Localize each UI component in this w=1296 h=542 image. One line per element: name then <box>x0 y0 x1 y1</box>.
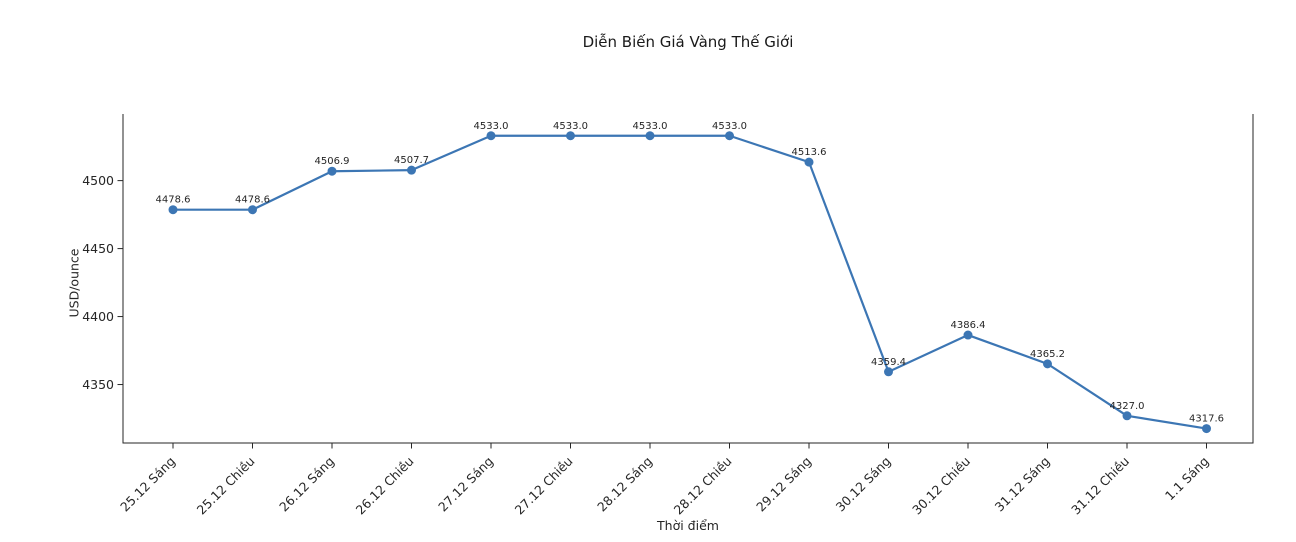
x-tick-label: 29.12 Sáng <box>753 454 814 515</box>
data-point-label: 4365.2 <box>1030 349 1065 360</box>
x-tick-label: 26.12 Sáng <box>276 454 337 515</box>
data-point-marker <box>1043 359 1052 369</box>
data-point-label: 4513.6 <box>792 147 827 158</box>
data-point-marker <box>168 205 178 215</box>
data-point-marker <box>645 131 655 141</box>
data-point-marker <box>327 166 337 176</box>
data-point-marker <box>884 367 893 377</box>
data-point-label: 4478.6 <box>235 195 270 206</box>
data-point-label: 4327.0 <box>1110 401 1145 412</box>
x-tick-label: 26.12 Chiều <box>353 454 417 518</box>
y-tick-label: 4400 <box>82 309 114 324</box>
x-tick-label: 30.12 Chiều <box>909 454 973 518</box>
data-point-marker <box>407 165 416 175</box>
x-tick-label: 31.12 Chiều <box>1068 454 1132 518</box>
x-tick-label: 28.12 Sáng <box>594 454 655 515</box>
x-tick-label: 25.12 Sáng <box>117 454 178 515</box>
x-axis: 25.12 Sáng 25.12 Chiều 26.12 Sáng 26.12 Chi… <box>117 443 1212 518</box>
data-point-marker <box>248 205 257 215</box>
y-axis: 4350 4400 4450 4500 <box>82 173 123 392</box>
data-point-marker <box>804 157 814 167</box>
x-axis-title: Thời điểm <box>657 518 719 533</box>
data-point-label: 4386.4 <box>951 320 986 331</box>
data-point-marker <box>486 131 496 141</box>
data-points: 4478.6 4478.6 4506.9 4507.7 4533.0 4533.0 4533… <box>156 121 1224 434</box>
data-point-label: 4359.4 <box>871 357 906 368</box>
axes-spines <box>122 114 1254 444</box>
y-tick-label: 4450 <box>82 241 114 256</box>
data-point-marker <box>1122 411 1132 421</box>
data-point-label: 4317.6 <box>1189 414 1224 425</box>
data-point-label: 4506.9 <box>315 156 350 167</box>
data-point-marker <box>1202 424 1211 434</box>
price-line <box>171 134 1208 430</box>
data-point-label: 4507.7 <box>394 155 429 166</box>
data-point-label: 4478.6 <box>156 195 191 206</box>
data-point-marker <box>566 131 575 141</box>
x-tick-label: 31.12 Sáng <box>992 454 1053 515</box>
y-tick-label: 4500 <box>82 173 114 188</box>
data-point-marker <box>725 131 734 141</box>
data-point-label: 4533.0 <box>633 121 668 132</box>
x-tick-label: 28.12 Chiều <box>671 454 735 518</box>
x-tick-label: 30.12 Sáng <box>833 454 894 515</box>
data-point-label: 4533.0 <box>553 121 588 132</box>
x-tick-label: 27.12 Chiều <box>512 454 576 518</box>
x-tick-label: 27.12 Sáng <box>435 454 496 515</box>
x-tick-label: 25.12 Chiều <box>194 454 258 518</box>
data-point-label: 4533.0 <box>474 121 509 132</box>
chart-title: Diễn Biến Giá Vàng Thế Giới <box>582 33 794 51</box>
x-tick-label: 1.1 Sáng <box>1162 454 1212 504</box>
data-point-marker <box>963 330 973 340</box>
y-tick-label: 4350 <box>82 377 114 392</box>
data-point-label: 4533.0 <box>712 121 747 132</box>
